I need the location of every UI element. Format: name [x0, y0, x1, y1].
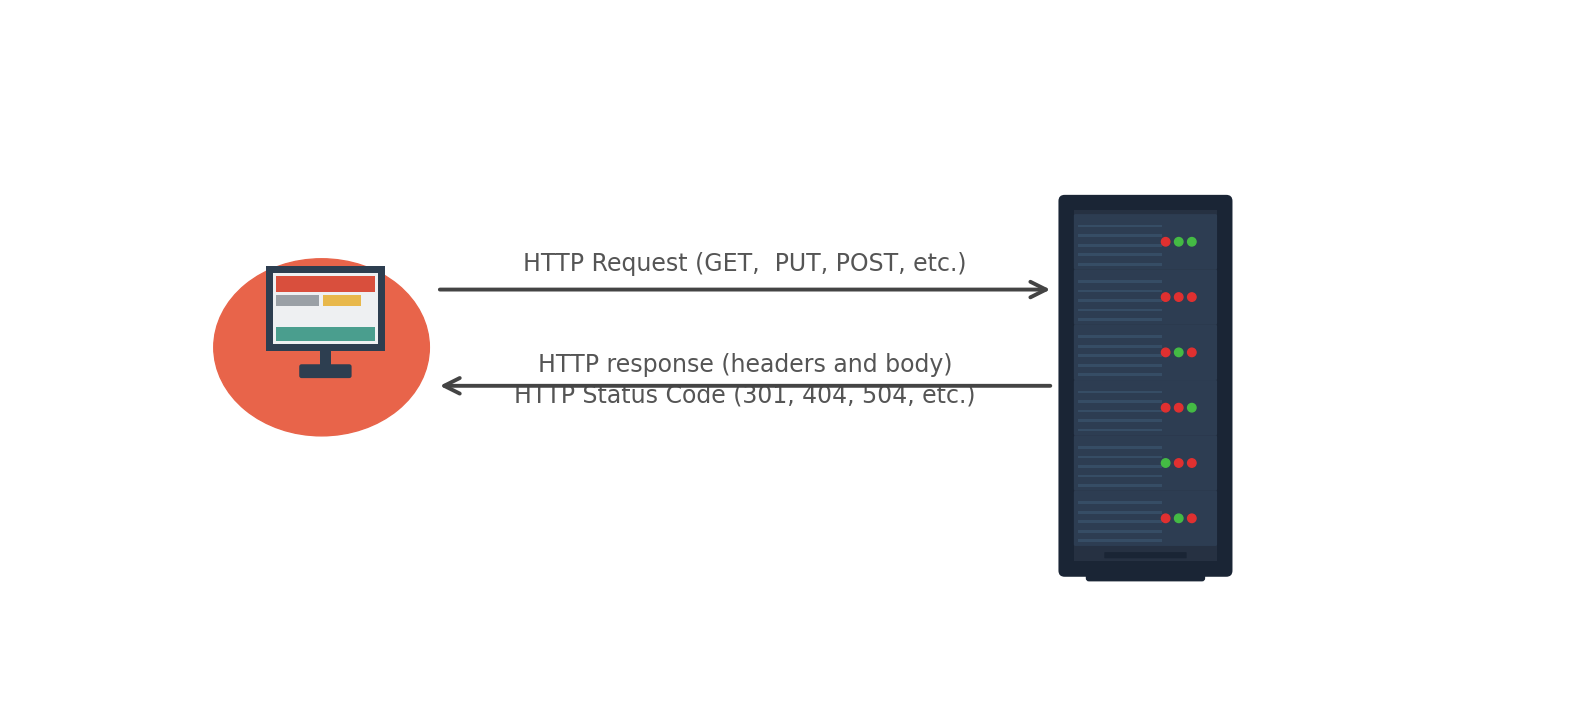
FancyBboxPatch shape	[1078, 253, 1163, 256]
FancyBboxPatch shape	[1078, 299, 1163, 302]
FancyBboxPatch shape	[1078, 465, 1163, 468]
FancyBboxPatch shape	[320, 351, 331, 368]
Circle shape	[1188, 293, 1196, 301]
Circle shape	[1161, 459, 1170, 467]
Circle shape	[1175, 348, 1183, 357]
FancyBboxPatch shape	[1078, 335, 1163, 338]
Circle shape	[1188, 237, 1196, 246]
Circle shape	[1188, 514, 1196, 523]
Circle shape	[1175, 237, 1183, 246]
FancyBboxPatch shape	[276, 326, 374, 341]
FancyBboxPatch shape	[266, 267, 385, 351]
FancyBboxPatch shape	[1078, 511, 1163, 513]
FancyBboxPatch shape	[1078, 234, 1163, 237]
Circle shape	[1175, 459, 1183, 467]
FancyBboxPatch shape	[1058, 195, 1232, 577]
Circle shape	[1161, 403, 1170, 412]
Circle shape	[1161, 348, 1170, 357]
FancyBboxPatch shape	[1078, 263, 1163, 265]
Text: HTTP Status Code (301, 404, 504, etc.): HTTP Status Code (301, 404, 504, etc.)	[514, 383, 975, 408]
Circle shape	[1161, 293, 1170, 301]
FancyBboxPatch shape	[1078, 530, 1163, 533]
FancyBboxPatch shape	[1074, 214, 1216, 270]
FancyBboxPatch shape	[1104, 552, 1186, 558]
FancyBboxPatch shape	[1078, 390, 1163, 393]
Circle shape	[1188, 348, 1196, 357]
FancyBboxPatch shape	[1074, 270, 1216, 325]
FancyBboxPatch shape	[1078, 280, 1163, 283]
FancyBboxPatch shape	[324, 295, 362, 306]
FancyBboxPatch shape	[1078, 475, 1163, 477]
FancyBboxPatch shape	[1078, 400, 1163, 403]
Circle shape	[1161, 514, 1170, 523]
FancyBboxPatch shape	[1078, 225, 1163, 227]
FancyBboxPatch shape	[1078, 539, 1163, 542]
FancyBboxPatch shape	[1078, 446, 1163, 449]
FancyBboxPatch shape	[1078, 521, 1163, 523]
FancyBboxPatch shape	[300, 365, 352, 378]
FancyBboxPatch shape	[1078, 345, 1163, 347]
FancyBboxPatch shape	[1074, 435, 1216, 490]
FancyBboxPatch shape	[276, 277, 374, 292]
FancyBboxPatch shape	[1074, 380, 1216, 435]
Ellipse shape	[214, 259, 430, 436]
FancyBboxPatch shape	[1078, 484, 1163, 487]
FancyBboxPatch shape	[1074, 490, 1216, 546]
Text: HTTP Request (GET,  PUT, POST, etc.): HTTP Request (GET, PUT, POST, etc.)	[523, 252, 967, 275]
FancyBboxPatch shape	[1078, 319, 1163, 321]
FancyBboxPatch shape	[1078, 308, 1163, 311]
FancyBboxPatch shape	[276, 295, 319, 306]
FancyBboxPatch shape	[1078, 244, 1163, 247]
FancyBboxPatch shape	[1078, 410, 1163, 413]
FancyBboxPatch shape	[1078, 429, 1163, 431]
FancyBboxPatch shape	[1086, 562, 1205, 582]
Circle shape	[1188, 459, 1196, 467]
FancyBboxPatch shape	[273, 273, 377, 344]
FancyBboxPatch shape	[1074, 325, 1216, 380]
Circle shape	[1175, 403, 1183, 412]
Circle shape	[1175, 293, 1183, 301]
FancyBboxPatch shape	[1078, 364, 1163, 367]
FancyBboxPatch shape	[1078, 373, 1163, 376]
Circle shape	[1161, 237, 1170, 246]
FancyBboxPatch shape	[1078, 290, 1163, 293]
FancyBboxPatch shape	[1078, 501, 1163, 504]
Circle shape	[1188, 403, 1196, 412]
FancyBboxPatch shape	[1078, 419, 1163, 422]
FancyBboxPatch shape	[1074, 210, 1216, 562]
Text: HTTP response (headers and body): HTTP response (headers and body)	[538, 352, 952, 377]
FancyBboxPatch shape	[1078, 456, 1163, 458]
Circle shape	[1175, 514, 1183, 523]
FancyBboxPatch shape	[1078, 354, 1163, 357]
